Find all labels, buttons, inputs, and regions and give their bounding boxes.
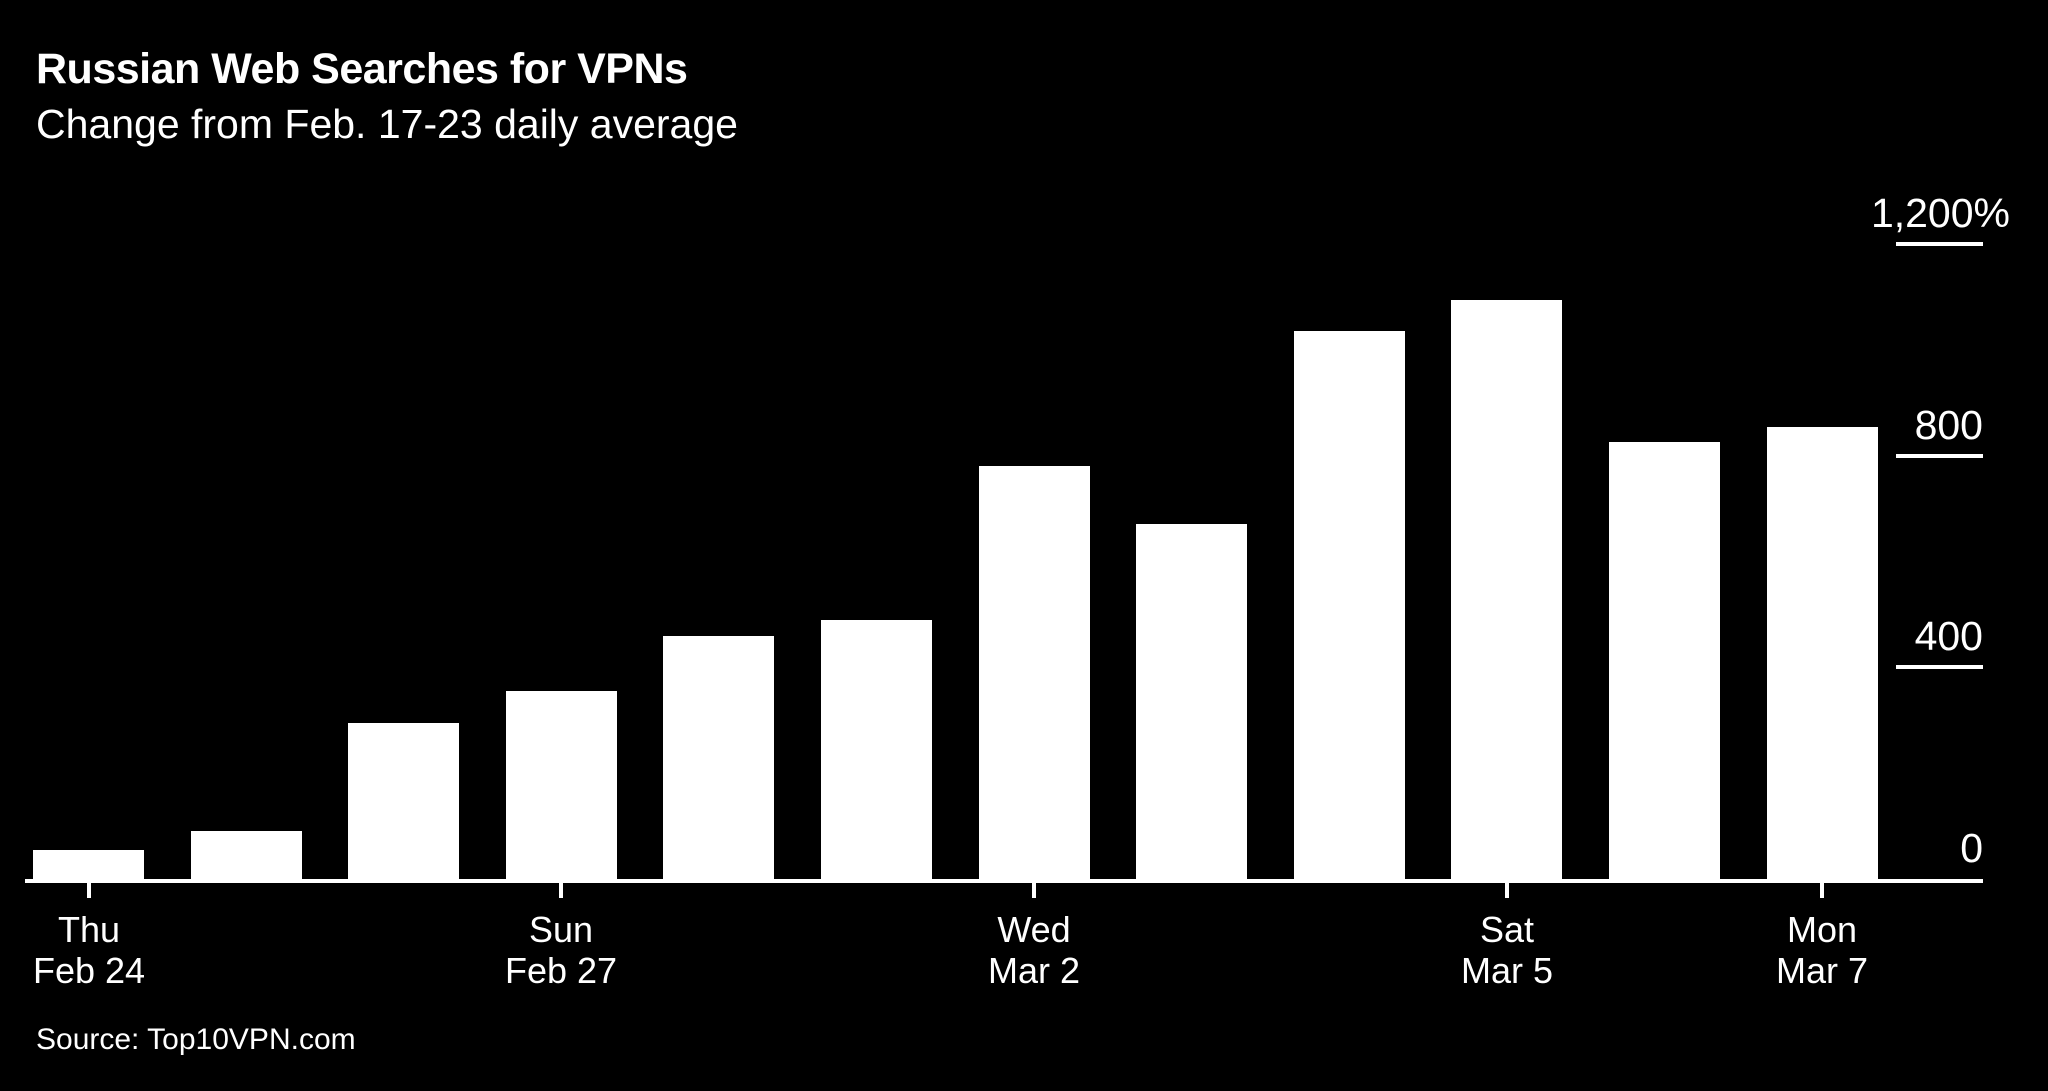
bar-mon-feb-28 xyxy=(663,636,774,879)
bar-thu-mar-3 xyxy=(1136,524,1247,879)
bar-thu-feb-24 xyxy=(33,850,144,879)
x-tick-date: Feb 24 xyxy=(32,950,146,991)
source-note: Source: Top10VPN.com xyxy=(36,1023,356,1056)
x-tick-day: Sat xyxy=(1479,909,1535,950)
y-tick-label-0: 0 xyxy=(1960,825,1983,871)
x-tick-day: Sun xyxy=(528,909,594,950)
chart-title: Russian Web Searches for VPNs xyxy=(36,45,688,93)
x-tick-mark-feb-27 xyxy=(559,883,563,898)
x-tick-label-mar-5: Sat Mar 5 xyxy=(1377,909,1637,991)
y-tick-line-1200 xyxy=(1896,242,1983,246)
bar-tue-mar-1 xyxy=(821,620,932,879)
bar-wed-mar-2 xyxy=(979,466,1090,879)
bar-sat-feb-26 xyxy=(348,723,459,879)
x-tick-mark-mar-7 xyxy=(1820,883,1824,898)
x-tick-date: Mar 2 xyxy=(987,950,1081,991)
x-tick-date: Mar 5 xyxy=(1460,950,1554,991)
y-tick-label-400: 400 xyxy=(1914,613,1983,659)
x-tick-day: Thu xyxy=(57,909,121,950)
x-tick-mark-feb-24 xyxy=(87,883,91,898)
bar-sun-feb-27 xyxy=(506,691,617,879)
bar-fri-mar-4 xyxy=(1294,331,1405,879)
x-tick-label-feb-24: Thu Feb 24 xyxy=(0,909,219,991)
x-tick-day: Mon xyxy=(1786,909,1858,950)
x-tick-day: Wed xyxy=(997,909,1071,950)
x-tick-date: Feb 27 xyxy=(504,950,618,991)
x-tick-mark-mar-2 xyxy=(1032,883,1036,898)
bar-sat-mar-5 xyxy=(1451,300,1562,879)
bar-fri-feb-25 xyxy=(191,831,302,879)
bar-sun-mar-6 xyxy=(1609,442,1720,879)
y-tick-label-800: 800 xyxy=(1914,402,1983,448)
y-tick-line-400 xyxy=(1896,665,1983,669)
bar-mon-mar-7 xyxy=(1767,427,1878,879)
chart-subtitle: Change from Feb. 17-23 daily average xyxy=(36,101,738,147)
x-axis-baseline xyxy=(25,879,1983,883)
x-tick-mark-mar-5 xyxy=(1505,883,1509,898)
x-tick-label-mar-2: Wed Mar 2 xyxy=(904,909,1164,991)
x-tick-label-mar-7: Mon Mar 7 xyxy=(1692,909,1952,991)
x-tick-date: Mar 7 xyxy=(1775,950,1869,991)
x-tick-label-feb-27: Sun Feb 27 xyxy=(431,909,691,991)
y-tick-label-1200: 1,200% xyxy=(1870,190,2010,236)
y-tick-line-800 xyxy=(1896,454,1983,458)
